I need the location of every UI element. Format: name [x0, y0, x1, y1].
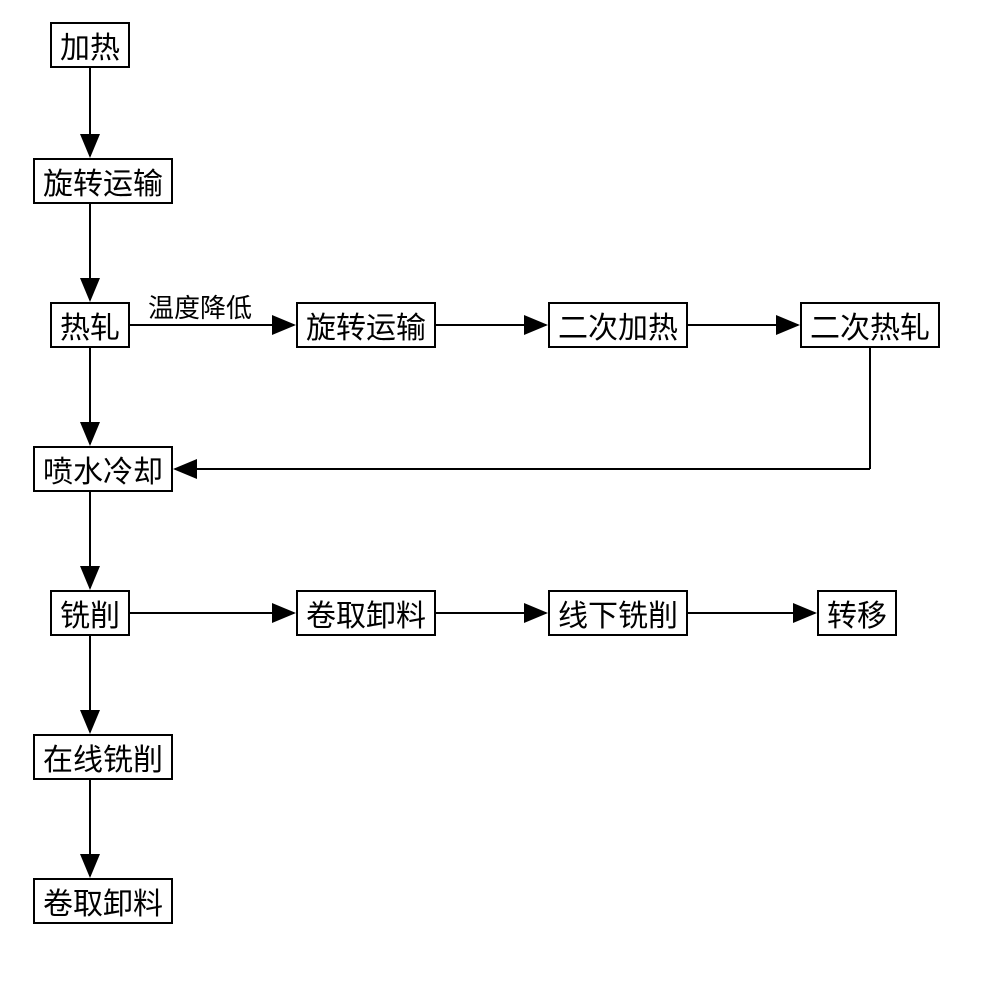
node-label: 加热: [60, 23, 120, 67]
flowchart-node-hot-rolling: 热轧: [50, 302, 130, 348]
flowchart-node-secondary-hot-rolling: 二次热轧: [800, 302, 940, 348]
node-label: 卷取卸料: [306, 591, 426, 635]
flowchart-node-coil-unload-2: 卷取卸料: [33, 878, 173, 924]
node-label: 喷水冷却: [43, 447, 163, 491]
edge-label-temperature-drop: 温度降低: [148, 288, 252, 325]
flowchart-node-online-milling: 在线铣削: [33, 734, 173, 780]
edge-label-text: 温度降低: [148, 294, 252, 323]
node-label: 线下铣削: [558, 591, 678, 635]
flowchart-node-coil-unload-1: 卷取卸料: [296, 590, 436, 636]
node-label: 旋转运输: [43, 159, 163, 203]
node-label: 转移: [827, 591, 887, 635]
node-label: 铣削: [60, 591, 120, 635]
flowchart-node-secondary-heating: 二次加热: [548, 302, 688, 348]
flowchart-node-transfer: 转移: [817, 590, 897, 636]
flowchart-node-offline-milling: 线下铣削: [548, 590, 688, 636]
flowchart-node-milling: 铣削: [50, 590, 130, 636]
flowchart-node-rotate-transport-1: 旋转运输: [33, 158, 173, 204]
node-label: 二次热轧: [810, 303, 930, 347]
flowchart-node-heating: 加热: [50, 22, 130, 68]
node-label: 卷取卸料: [43, 879, 163, 923]
node-label: 旋转运输: [306, 303, 426, 347]
flowchart-node-rotate-transport-2: 旋转运输: [296, 302, 436, 348]
node-label: 在线铣削: [43, 735, 163, 779]
node-label: 二次加热: [558, 303, 678, 347]
flowchart-arrows: [0, 0, 993, 1000]
node-label: 热轧: [60, 303, 120, 347]
flowchart-node-water-cooling: 喷水冷却: [33, 446, 173, 492]
